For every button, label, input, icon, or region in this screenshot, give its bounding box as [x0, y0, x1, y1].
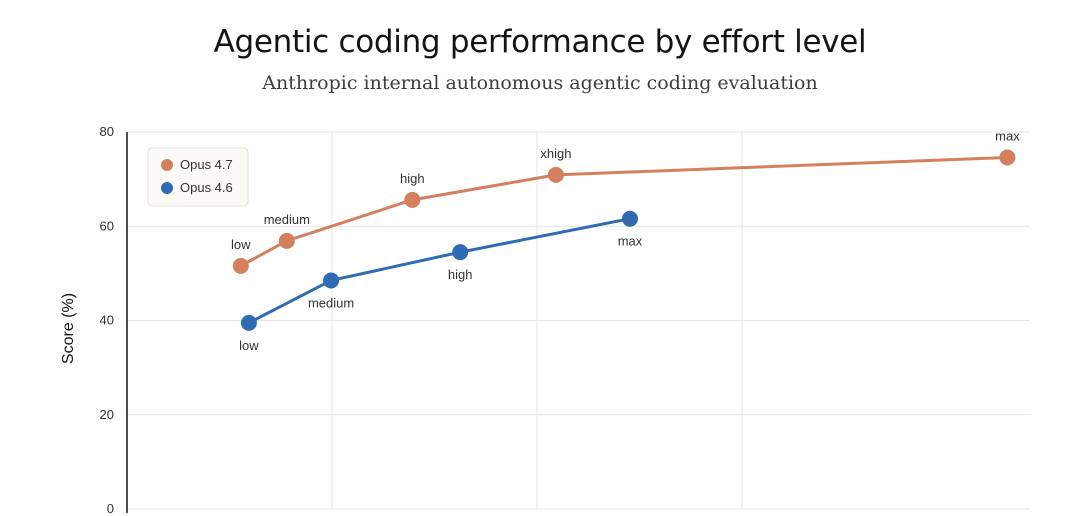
point-label-opus-4-7-high: high — [400, 171, 425, 186]
legend-label-opus-4-7: Opus 4.7 — [180, 157, 233, 172]
legend-marker-opus-4-7 — [161, 159, 173, 171]
data-point-opus-4-7-max — [999, 149, 1016, 166]
data-point-opus-4-6-medium — [323, 272, 340, 289]
legend-label-opus-4-6: Opus 4.6 — [180, 180, 233, 195]
y-tick-label-0: 0 — [107, 501, 114, 516]
point-label-opus-4-6-high: high — [448, 267, 473, 282]
y-axis-title: Score (%) — [60, 293, 77, 364]
y-tick-label-40: 40 — [100, 313, 114, 328]
point-label-opus-4-6-low: low — [239, 338, 259, 353]
y-tick-label-20: 20 — [100, 407, 114, 422]
chart-subtitle: Anthropic internal autonomous agentic co… — [262, 72, 818, 94]
data-point-opus-4-7-high — [404, 191, 421, 208]
point-label-opus-4-7-low: low — [231, 237, 251, 252]
data-point-opus-4-7-low — [232, 257, 249, 274]
data-point-opus-4-6-high — [452, 244, 469, 261]
point-label-opus-4-6-medium: medium — [308, 295, 354, 310]
y-tick-label-60: 60 — [100, 218, 114, 233]
series-line-opus-4-6 — [247, 217, 632, 325]
data-point-opus-4-7-medium — [278, 232, 295, 249]
series-line-opus-4-7 — [239, 155, 1009, 268]
chart-title: Agentic coding performance by effort lev… — [213, 24, 867, 60]
point-label-opus-4-7-max: max — [995, 128, 1020, 143]
point-label-opus-4-7-xhigh: xhigh — [540, 146, 571, 161]
y-tick-label-80: 80 — [100, 124, 114, 139]
data-point-opus-4-6-max — [621, 210, 638, 227]
legend-box — [147, 147, 249, 207]
data-point-opus-4-7-xhigh — [547, 166, 564, 183]
point-label-opus-4-6-max: max — [618, 234, 643, 249]
point-label-opus-4-7-medium: medium — [264, 212, 310, 227]
data-point-opus-4-6-low — [240, 314, 257, 331]
legend-marker-opus-4-6 — [161, 182, 173, 194]
